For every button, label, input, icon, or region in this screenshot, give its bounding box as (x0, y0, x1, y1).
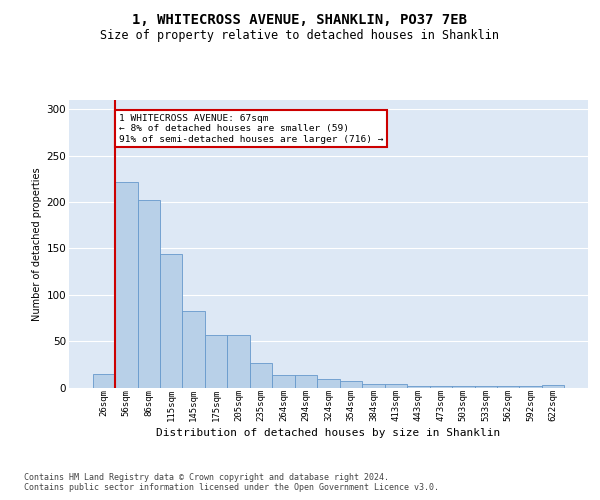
Bar (295, 376, 317, 388)
Bar (250, 364, 272, 388)
Text: 1, WHITECROSS AVENUE, SHANKLIN, PO37 7EB: 1, WHITECROSS AVENUE, SHANKLIN, PO37 7EB (133, 12, 467, 26)
Bar (317, 379, 340, 388)
Bar (407, 386, 430, 388)
Bar (497, 386, 520, 388)
Bar (385, 384, 407, 388)
Text: 1 WHITECROSS AVENUE: 67sqm
← 8% of detached houses are smaller (59)
91% of semi-: 1 WHITECROSS AVENUE: 67sqm ← 8% of detac… (119, 114, 383, 144)
Bar (92, 374, 115, 388)
Bar (272, 376, 295, 388)
Bar (520, 386, 542, 388)
Bar (205, 334, 227, 388)
Bar (362, 384, 385, 388)
Bar (430, 386, 452, 388)
Bar (160, 254, 182, 388)
Text: Contains HM Land Registry data © Crown copyright and database right 2024.
Contai: Contains HM Land Registry data © Crown c… (24, 472, 439, 492)
X-axis label: Distribution of detached houses by size in Shanklin: Distribution of detached houses by size … (157, 428, 500, 438)
Text: Size of property relative to detached houses in Shanklin: Size of property relative to detached ho… (101, 28, 499, 42)
Bar (542, 384, 565, 388)
Bar (452, 386, 475, 388)
Bar (340, 381, 362, 388)
Bar (182, 312, 205, 388)
Bar (115, 182, 137, 388)
Y-axis label: Number of detached properties: Number of detached properties (32, 167, 43, 320)
Bar (227, 334, 250, 388)
Bar (475, 386, 497, 388)
Bar (137, 200, 160, 388)
